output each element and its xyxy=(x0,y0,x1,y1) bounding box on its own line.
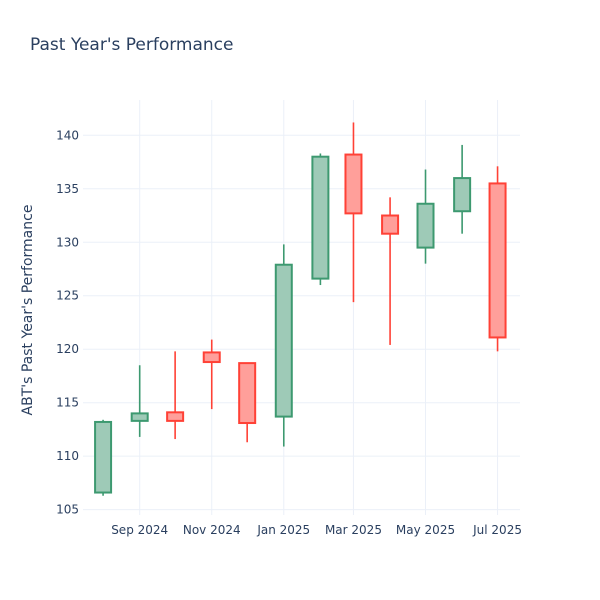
x-tick-label: May 2025 xyxy=(396,523,455,537)
y-tick-label: 105 xyxy=(56,503,79,517)
candle-body xyxy=(166,411,185,422)
x-tick-label: Jul 2025 xyxy=(472,523,522,537)
candle-body xyxy=(94,420,113,494)
y-tick-label: 110 xyxy=(56,449,79,463)
y-tick-label: 130 xyxy=(56,235,79,249)
candle-increasing xyxy=(311,153,330,286)
y-tick-label: 135 xyxy=(56,182,79,196)
candle-decreasing xyxy=(166,351,185,440)
y-tick-labels: 105 110 115 120 125 130 135 140 xyxy=(56,128,79,516)
y-tick-label: 120 xyxy=(56,342,79,356)
candle-body xyxy=(202,351,221,364)
x-tick-label: Mar 2025 xyxy=(325,523,382,537)
y-tick-label: 140 xyxy=(56,128,79,142)
candle-body xyxy=(311,155,330,280)
candle-body xyxy=(381,214,400,235)
candle-body xyxy=(453,177,472,213)
candle-decreasing xyxy=(202,339,221,410)
candle-increasing xyxy=(94,419,113,496)
candle-decreasing xyxy=(344,122,363,303)
candle-decreasing xyxy=(381,197,400,345)
candle-increasing xyxy=(416,169,435,264)
candle-body xyxy=(416,202,435,249)
x-tick-label: Nov 2024 xyxy=(183,523,241,537)
candle-body xyxy=(130,412,149,422)
candle-increasing xyxy=(130,365,149,437)
y-axis-title: ABT's Past Year's Performance xyxy=(20,205,36,416)
candle-increasing xyxy=(274,244,293,447)
candle-decreasing xyxy=(488,166,507,352)
candle-body xyxy=(344,153,363,215)
candle-body xyxy=(274,263,293,418)
candle-body xyxy=(238,362,257,425)
y-tick-label: 115 xyxy=(56,396,79,410)
chart-title: Past Year's Performance xyxy=(30,35,234,55)
grid-layer xyxy=(83,100,520,515)
y-tick-label: 125 xyxy=(56,289,79,303)
candle-increasing xyxy=(453,144,472,234)
x-tick-label: Jan 2025 xyxy=(256,523,310,537)
candle-layer xyxy=(94,122,507,496)
x-tick-labels: Sep 2024 Nov 2024 Jan 2025 Mar 2025 May 2025… xyxy=(111,523,522,537)
candle-decreasing xyxy=(238,362,257,443)
candle-body xyxy=(488,182,507,339)
x-tick-label: Sep 2024 xyxy=(111,523,168,537)
